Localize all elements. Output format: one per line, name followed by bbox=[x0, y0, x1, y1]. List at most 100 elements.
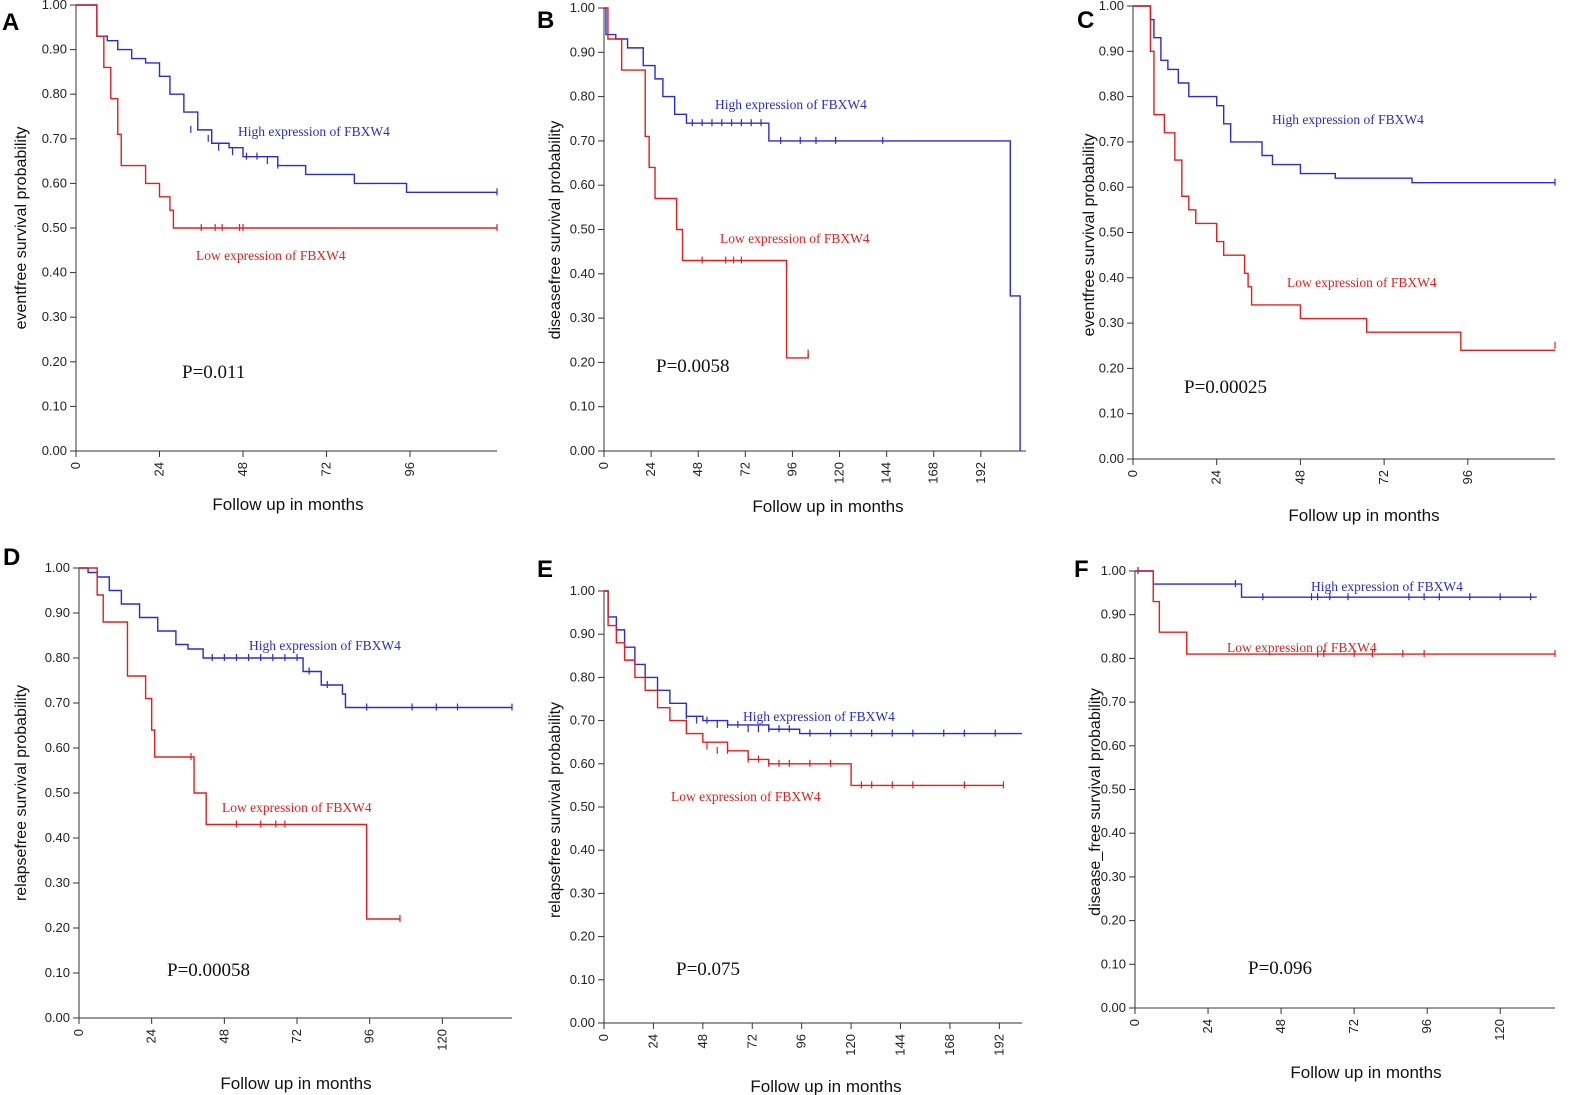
x-tick-label: 120 bbox=[1492, 1019, 1507, 1041]
y-tick-label: 0.00 bbox=[570, 443, 595, 458]
x-tick-label: 120 bbox=[843, 1034, 858, 1056]
y-tick-label: 1.00 bbox=[570, 583, 595, 598]
y-tick-label: 0.40 bbox=[570, 842, 595, 857]
y-tick-label: 0.40 bbox=[42, 265, 67, 280]
y-tick-label: 0.40 bbox=[1099, 270, 1124, 285]
panel-a-ylabel: eventfree survival probability bbox=[13, 127, 30, 330]
panel-d: D relapsefree survival probability Follo… bbox=[3, 544, 513, 1093]
y-tick-label: 0.10 bbox=[570, 399, 595, 414]
x-tick-label: 24 bbox=[645, 1034, 660, 1048]
panel-a-low-curve bbox=[76, 4, 497, 229]
y-tick-label: 0.20 bbox=[1099, 360, 1124, 375]
panel-f-ylabel: disease_free survival probability bbox=[1087, 688, 1104, 916]
y-tick-label: 0.10 bbox=[1099, 406, 1124, 421]
y-tick-label: 0.30 bbox=[570, 885, 595, 900]
x-tick-label: 24 bbox=[1209, 470, 1224, 484]
panel-b-ylabel: diseasefree survival probability bbox=[547, 121, 564, 340]
y-tick-label: 0.20 bbox=[1101, 913, 1126, 928]
y-tick-label: 0.90 bbox=[570, 44, 595, 59]
y-tick-label: 0.20 bbox=[570, 354, 595, 369]
y-tick-label: 1.00 bbox=[1101, 563, 1126, 578]
y-tick-label: 0.00 bbox=[1099, 451, 1124, 466]
panel-e-legend-high: High expression of FBXW4 bbox=[743, 709, 895, 724]
panel-f: F disease_free survival probability Foll… bbox=[1074, 556, 1556, 1082]
panel-f-low-curve bbox=[1135, 570, 1555, 655]
y-tick-label: 0.70 bbox=[570, 713, 595, 728]
panel-b-low-curve bbox=[604, 7, 809, 359]
y-tick-label: 0.50 bbox=[570, 222, 595, 237]
y-tick-label: 0.30 bbox=[570, 310, 595, 325]
panel-e-legend-low: Low expression of FBXW4 bbox=[671, 789, 821, 804]
y-tick-label: 0.50 bbox=[570, 799, 595, 814]
y-tick-label: 0.80 bbox=[1101, 650, 1126, 665]
panel-a-legend-high: High expression of FBXW4 bbox=[238, 124, 390, 139]
panel-c: C eventfree survival probability Follow … bbox=[1077, 0, 1556, 525]
x-tick-label: 96 bbox=[1419, 1019, 1434, 1033]
x-tick-label: 0 bbox=[1125, 470, 1140, 477]
panel-b-p-value: P=0.0058 bbox=[656, 356, 730, 377]
panel-a-high-curve bbox=[76, 4, 497, 194]
x-tick-label: 24 bbox=[1200, 1019, 1215, 1033]
y-tick-label: 0.00 bbox=[570, 1015, 595, 1030]
x-tick-label: 96 bbox=[794, 1034, 809, 1048]
y-tick-label: 0.70 bbox=[45, 695, 70, 710]
x-tick-label: 144 bbox=[893, 1034, 908, 1056]
panel-a-letter: A bbox=[2, 9, 19, 36]
x-tick-label: 72 bbox=[744, 1034, 759, 1048]
panel-e-p-value: P=0.075 bbox=[676, 959, 740, 980]
y-tick-label: 0.80 bbox=[570, 89, 595, 104]
panel-c-low-curve bbox=[1133, 5, 1555, 351]
panel-a-legend-low: Low expression of FBXW4 bbox=[196, 248, 346, 263]
panel-b-legend-low: Low expression of FBXW4 bbox=[720, 231, 870, 246]
y-tick-label: 0.70 bbox=[570, 133, 595, 148]
y-tick-label: 0.90 bbox=[1099, 43, 1124, 58]
x-tick-label: 24 bbox=[643, 462, 658, 476]
y-tick-label: 0.30 bbox=[42, 309, 67, 324]
panel-c-ylabel: eventfree survival probability bbox=[1081, 134, 1098, 337]
x-tick-label: 144 bbox=[879, 462, 894, 484]
panel-c-xlabel: Follow up in months bbox=[1288, 506, 1439, 525]
x-tick-label: 96 bbox=[362, 1029, 377, 1043]
x-tick-label: 72 bbox=[319, 462, 334, 476]
x-tick-label: 168 bbox=[926, 462, 941, 484]
x-tick-label: 192 bbox=[973, 462, 988, 484]
panel-e-low-curve bbox=[604, 590, 1004, 787]
x-tick-label: 0 bbox=[596, 462, 611, 469]
panel-f-xlabel: Follow up in months bbox=[1290, 1063, 1441, 1082]
x-tick-label: 168 bbox=[942, 1034, 957, 1056]
panel-e-xlabel: Follow up in months bbox=[750, 1077, 901, 1095]
y-tick-label: 1.00 bbox=[42, 0, 67, 12]
y-tick-label: 0.60 bbox=[45, 740, 70, 755]
x-tick-label: 48 bbox=[1292, 470, 1307, 484]
panel-e: E relapsefree survival probability Follo… bbox=[537, 556, 1022, 1095]
x-tick-label: 48 bbox=[690, 462, 705, 476]
y-tick-label: 0.80 bbox=[45, 650, 70, 665]
y-tick-label: 0.60 bbox=[570, 756, 595, 771]
y-tick-label: 0.40 bbox=[45, 830, 70, 845]
y-tick-label: 0.10 bbox=[1101, 956, 1126, 971]
panel-d-low-curve bbox=[79, 567, 400, 920]
x-tick-label: 192 bbox=[991, 1034, 1006, 1056]
x-tick-label: 48 bbox=[695, 1034, 710, 1048]
y-tick-label: 0.50 bbox=[42, 220, 67, 235]
y-tick-label: 0.60 bbox=[1099, 179, 1124, 194]
x-tick-label: 120 bbox=[832, 462, 847, 484]
panel-e-ylabel: relapsefree survival probability bbox=[547, 702, 564, 918]
x-tick-label: 72 bbox=[289, 1029, 304, 1043]
panel-f-p-value: P=0.096 bbox=[1248, 958, 1312, 979]
y-tick-label: 0.70 bbox=[1099, 134, 1124, 149]
x-tick-label: 0 bbox=[68, 462, 83, 469]
y-tick-label: 1.00 bbox=[1099, 0, 1124, 13]
y-tick-label: 1.00 bbox=[570, 0, 595, 15]
x-tick-label: 96 bbox=[402, 462, 417, 476]
y-tick-label: 0.30 bbox=[1101, 869, 1126, 884]
x-tick-label: 48 bbox=[235, 462, 250, 476]
panel-f-letter: F bbox=[1074, 556, 1089, 583]
y-tick-label: 1.00 bbox=[45, 560, 70, 575]
y-tick-label: 0.90 bbox=[45, 605, 70, 620]
x-tick-label: 72 bbox=[737, 462, 752, 476]
y-tick-label: 0.00 bbox=[1101, 1000, 1126, 1015]
y-tick-label: 0.20 bbox=[42, 354, 67, 369]
x-tick-label: 0 bbox=[596, 1034, 611, 1041]
y-tick-label: 0.80 bbox=[1099, 89, 1124, 104]
